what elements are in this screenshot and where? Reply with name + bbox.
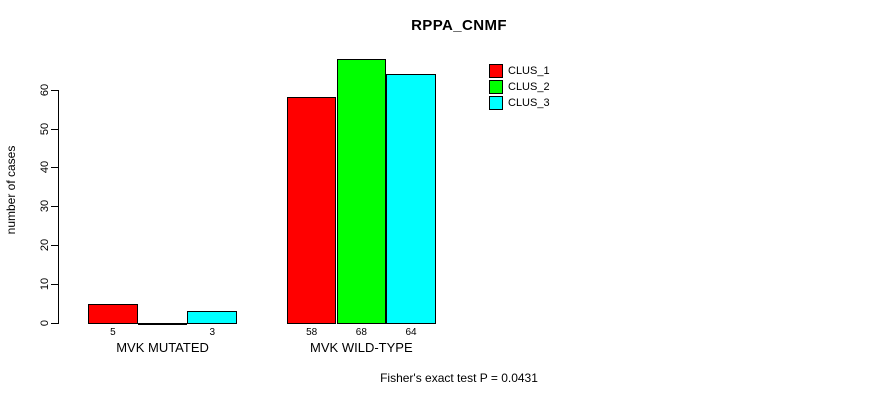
y-axis-line — [58, 89, 59, 324]
y-axis-tick-label: 0 — [39, 319, 51, 327]
y-axis-tick — [51, 167, 58, 169]
y-axis-tick-label: 40 — [39, 161, 51, 174]
bar-value-label: 64 — [405, 327, 417, 338]
y-axis-tick — [51, 284, 58, 286]
legend-item-clus-2: CLUS_2 — [489, 79, 550, 95]
x-axis-category-label: MVK MUTATED — [116, 340, 209, 355]
bar-clus_1-mvk-mutated — [88, 303, 138, 324]
y-axis-tick — [51, 323, 58, 324]
y-axis-tick-label: 10 — [39, 277, 51, 291]
y-axis-tick — [51, 128, 58, 130]
y-axis-tick — [51, 89, 58, 91]
bar-clus_3-mvk-mutated — [187, 311, 238, 324]
y-axis-tick — [51, 206, 58, 208]
legend-label: CLUS_1 — [508, 65, 550, 77]
bar-clus_2-mvk-mutated — [137, 323, 188, 325]
legend-swatch-clus-1-icon — [489, 64, 503, 78]
y-axis-tick-label: 30 — [39, 200, 51, 213]
legend-swatch-clus-3-icon — [489, 96, 503, 110]
y-axis-tick-label: 50 — [39, 122, 51, 135]
bar-value-label: 5 — [110, 327, 116, 338]
bar-clus_1-mvk-wild-type — [286, 97, 337, 324]
x-axis-category-label: MVK WILD-TYPE — [310, 340, 413, 355]
legend-label: CLUS_3 — [508, 97, 550, 109]
legend-swatch-clus-2-icon — [489, 80, 503, 94]
y-axis-tick — [51, 245, 58, 247]
bar-clus_2-mvk-wild-type — [336, 58, 387, 324]
bar-value-label: 3 — [209, 327, 216, 338]
chart-title: RPPA_CNMF — [411, 17, 507, 34]
legend: CLUS_1 CLUS_2 CLUS_3 — [489, 63, 550, 111]
y-axis-tick-label: 20 — [39, 239, 51, 252]
y-axis-tick-label: 60 — [39, 83, 51, 96]
bar-value-label: 58 — [306, 327, 318, 338]
legend-label: CLUS_2 — [508, 81, 550, 93]
fisher-test-annotation: Fisher's exact test P = 0.0431 — [380, 371, 538, 385]
legend-item-clus-1: CLUS_1 — [489, 63, 550, 79]
bar-clus_3-mvk-wild-type — [386, 74, 436, 324]
bar-value-label: 68 — [355, 327, 367, 338]
legend-item-clus-3: CLUS_3 — [489, 95, 550, 111]
